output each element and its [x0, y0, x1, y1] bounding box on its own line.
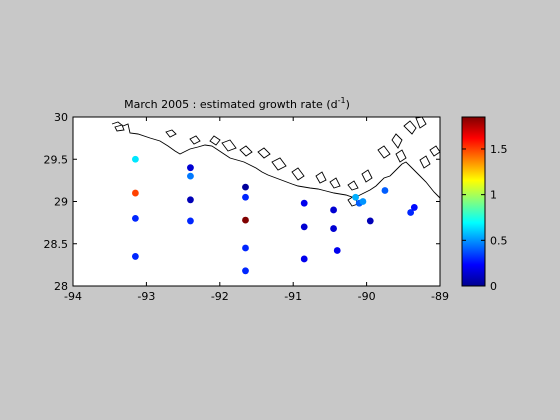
- data-point: [242, 244, 249, 252]
- colorbar-tick-label: 0.5: [490, 234, 508, 247]
- data-point: [131, 215, 139, 222]
- data-point: [187, 196, 194, 204]
- x-tick-label: -93: [137, 290, 155, 303]
- x-tick-label: -92: [211, 290, 229, 303]
- data-point: [330, 206, 337, 214]
- data-point: [187, 217, 194, 225]
- chart-title: March 2005 : estimated growth rate (d-1): [124, 96, 350, 111]
- data-point: [242, 267, 249, 275]
- data-point: [352, 193, 359, 201]
- colorbar-tick-label: 1: [490, 189, 497, 202]
- data-point: [410, 204, 418, 211]
- x-tick-label: -90: [358, 290, 376, 303]
- y-tick-label: 28: [54, 280, 68, 293]
- y-axis: 28 28.5 29 29.5 30: [44, 111, 440, 293]
- data-point: [300, 199, 308, 207]
- plot-area: [72, 116, 441, 287]
- x-tick-label: -94: [64, 290, 82, 303]
- data-point: [330, 225, 337, 232]
- data-point: [242, 193, 249, 201]
- data-point: [242, 183, 249, 191]
- coastline: [111, 116, 441, 207]
- colorbar: [461, 116, 486, 287]
- x-axis: -94 -93 -92 -91 -90 -89: [64, 117, 449, 303]
- data-point: [131, 253, 139, 260]
- data-point: [187, 172, 194, 180]
- data-point: [131, 155, 139, 163]
- title-superscript: -1: [338, 96, 346, 105]
- colorbar-tick-label: 0: [490, 280, 497, 293]
- data-point: [300, 223, 308, 231]
- y-tick-label: 28.5: [44, 238, 69, 251]
- data-points: [131, 155, 418, 275]
- data-point: [242, 216, 249, 224]
- data-point: [300, 255, 308, 263]
- x-tick-label: -89: [431, 290, 449, 303]
- title-suffix: ): [346, 98, 350, 111]
- data-point: [333, 247, 341, 254]
- y-tick-label: 29: [54, 196, 68, 209]
- x-tick-label: -91: [284, 290, 302, 303]
- data-point: [131, 189, 139, 197]
- data-point: [359, 198, 367, 205]
- data-point: [366, 217, 374, 225]
- colorbar-axis: 0 0.5 1 1.5: [462, 143, 508, 293]
- data-point: [187, 164, 194, 172]
- data-point: [381, 187, 389, 194]
- y-tick-label: 29.5: [44, 153, 69, 166]
- y-tick-label: 30: [54, 111, 68, 124]
- colorbar-tick-label: 1.5: [490, 143, 508, 156]
- data-point: [407, 209, 415, 216]
